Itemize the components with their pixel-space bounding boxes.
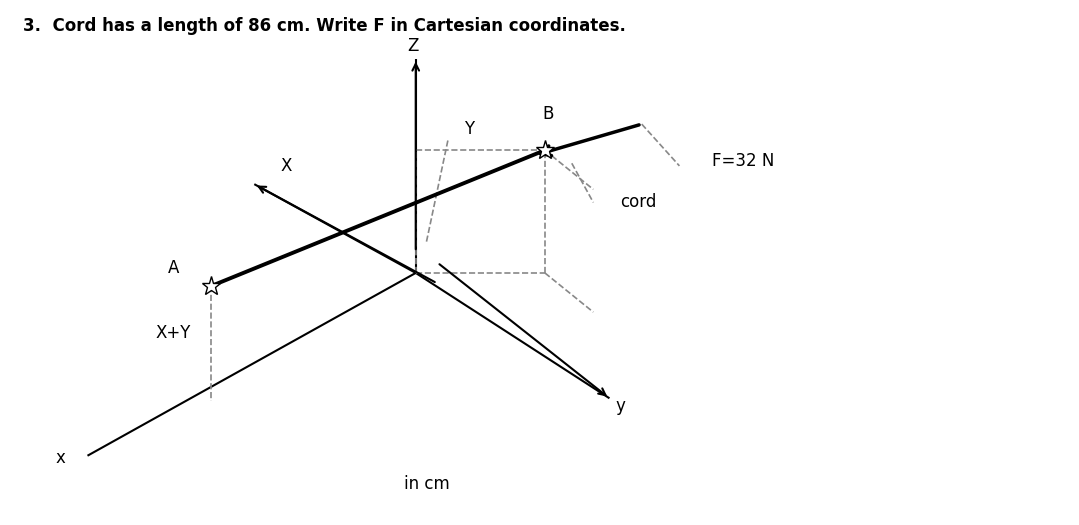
Text: X+Y: X+Y [155, 324, 191, 342]
Text: Z: Z [407, 37, 419, 55]
Text: X: X [281, 157, 292, 175]
Text: in cm: in cm [404, 476, 449, 494]
Text: F=32 N: F=32 N [712, 152, 774, 170]
Text: x: x [56, 449, 66, 467]
Text: B: B [543, 104, 554, 123]
Text: A: A [167, 259, 179, 277]
Text: Y: Y [464, 120, 475, 138]
Text: cord: cord [620, 193, 657, 212]
Text: y: y [615, 397, 625, 415]
Text: 3.  Cord has a length of 86 cm. Write F in Cartesian coordinates.: 3. Cord has a length of 86 cm. Write F i… [23, 17, 626, 35]
